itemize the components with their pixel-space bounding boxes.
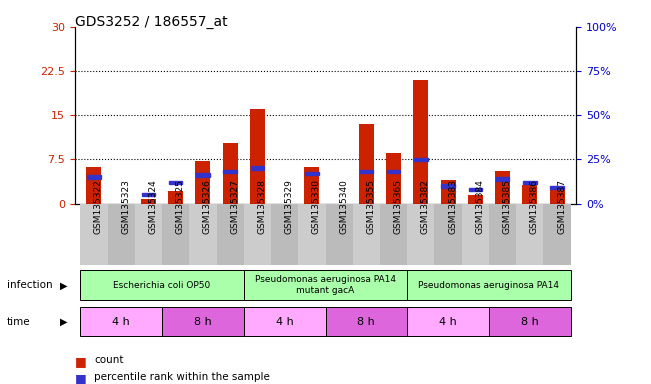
Bar [305, 167, 320, 204]
Bar [523, 180, 536, 184]
Bar [243, 270, 408, 300]
Bar [441, 180, 456, 204]
Bar [549, 189, 564, 204]
Text: GSM135322: GSM135322 [94, 179, 103, 234]
Bar [169, 180, 182, 184]
Bar [107, 204, 135, 265]
Text: 8 h: 8 h [357, 316, 375, 327]
Bar [142, 193, 155, 197]
Text: GSM135383: GSM135383 [448, 179, 457, 234]
Bar [298, 204, 326, 265]
Bar [305, 172, 318, 175]
Bar [516, 204, 544, 265]
Text: Pseudomonas aeruginosa PA14
mutant gacA: Pseudomonas aeruginosa PA14 mutant gacA [255, 275, 396, 295]
Text: GSM135382: GSM135382 [421, 179, 430, 234]
Bar [495, 171, 510, 204]
Bar [243, 204, 271, 265]
Bar [162, 307, 243, 336]
Text: GSM135385: GSM135385 [503, 179, 512, 234]
Bar [243, 307, 326, 336]
Bar [189, 204, 217, 265]
Bar [387, 170, 400, 174]
Text: GSM135387: GSM135387 [557, 179, 566, 234]
Bar [223, 144, 238, 204]
Text: GSM135386: GSM135386 [530, 179, 539, 234]
Text: time: time [7, 317, 30, 327]
Bar [87, 175, 101, 179]
Text: ▶: ▶ [60, 280, 68, 290]
Bar [359, 170, 373, 174]
Text: infection: infection [7, 280, 52, 290]
Text: 4 h: 4 h [439, 316, 457, 327]
Text: percentile rank within the sample: percentile rank within the sample [94, 372, 270, 382]
Bar [80, 307, 162, 336]
Bar [522, 185, 537, 204]
Text: GSM135329: GSM135329 [284, 179, 294, 234]
Bar [408, 270, 571, 300]
Bar [434, 204, 462, 265]
Bar [496, 177, 509, 180]
Text: 4 h: 4 h [113, 316, 130, 327]
Text: Pseudomonas aeruginosa PA14: Pseudomonas aeruginosa PA14 [419, 281, 559, 290]
Text: GSM135330: GSM135330 [312, 179, 321, 234]
Bar [141, 199, 156, 204]
Bar [196, 174, 210, 177]
Bar [489, 307, 571, 336]
Bar [326, 204, 353, 265]
Bar [217, 204, 243, 265]
Bar [168, 190, 183, 204]
Text: GSM135384: GSM135384 [475, 179, 484, 234]
Bar [223, 170, 237, 174]
Bar [195, 161, 210, 204]
Text: GSM135326: GSM135326 [203, 179, 212, 234]
Text: Escherichia coli OP50: Escherichia coli OP50 [113, 281, 211, 290]
Text: count: count [94, 355, 124, 365]
Bar [326, 307, 408, 336]
Bar [550, 186, 564, 189]
Bar [87, 167, 102, 204]
Text: GSM135324: GSM135324 [148, 179, 158, 234]
Bar [544, 204, 571, 265]
Text: ■: ■ [75, 372, 87, 384]
Bar [462, 204, 489, 265]
Text: GSM135323: GSM135323 [121, 179, 130, 234]
Bar [408, 307, 489, 336]
Bar [469, 188, 482, 191]
Bar [135, 204, 162, 265]
Text: GSM135340: GSM135340 [339, 179, 348, 234]
Text: GSM135365: GSM135365 [394, 179, 402, 234]
Text: 8 h: 8 h [521, 316, 538, 327]
Text: GSM135328: GSM135328 [257, 179, 266, 234]
Bar [489, 204, 516, 265]
Bar [162, 204, 189, 265]
Bar [386, 154, 401, 204]
Bar [408, 204, 434, 265]
Bar [413, 80, 428, 204]
Bar [271, 204, 298, 265]
Text: 4 h: 4 h [276, 316, 294, 327]
Bar [359, 124, 374, 204]
Text: GSM135327: GSM135327 [230, 179, 239, 234]
Text: GDS3252 / 186557_at: GDS3252 / 186557_at [75, 15, 227, 29]
Bar [414, 157, 428, 161]
Bar [441, 184, 455, 188]
Text: ■: ■ [75, 355, 87, 368]
Text: 8 h: 8 h [194, 316, 212, 327]
Bar [380, 204, 408, 265]
Bar [250, 109, 265, 204]
Bar [468, 195, 483, 204]
Text: ▶: ▶ [60, 317, 68, 327]
Text: GSM135325: GSM135325 [176, 179, 185, 234]
Bar [251, 166, 264, 170]
Text: GSM135355: GSM135355 [367, 179, 376, 234]
Bar [353, 204, 380, 265]
Bar [80, 270, 243, 300]
Bar [80, 204, 107, 265]
